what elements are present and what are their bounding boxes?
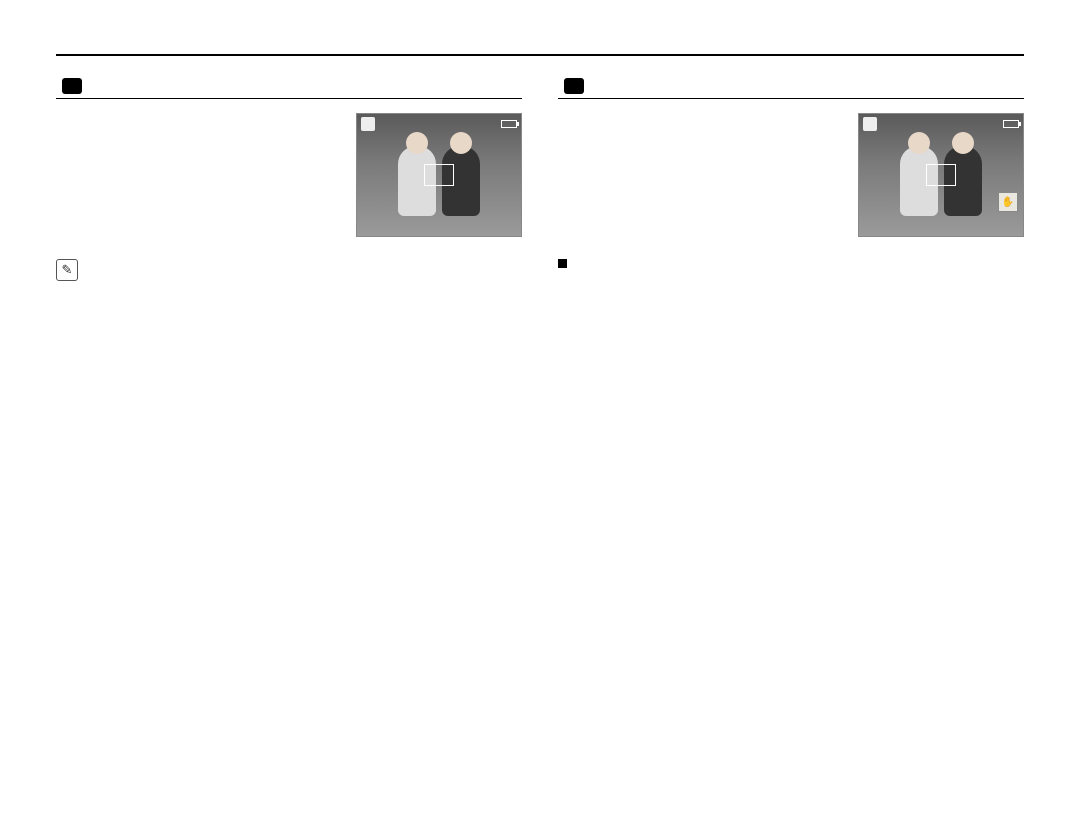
dis-mode-heading: [558, 78, 1024, 99]
program-thumbnail: [356, 113, 522, 237]
dis-attention: [558, 259, 1024, 268]
dis-steps-row: ✋: [558, 113, 1024, 237]
right-column: ✋: [558, 78, 1024, 289]
page-title: [56, 48, 1024, 56]
submenu-note: ✎: [56, 259, 522, 281]
note-icon: ✎: [56, 259, 78, 281]
square-bullet-icon: [558, 259, 567, 268]
dis-thumbnail: ✋: [858, 113, 1024, 237]
af-frame-icon: [424, 164, 454, 186]
af-frame-icon: [926, 164, 956, 186]
two-column-layout: ✎: [56, 78, 1024, 289]
dis-badge-icon: ✋: [998, 192, 1018, 212]
battery-icon: [1003, 120, 1019, 128]
dis-mode-icon: [564, 78, 584, 94]
program-mode-icon: [62, 78, 82, 94]
program-steps-row: [56, 113, 522, 237]
thumb-mode-icon: [863, 117, 877, 131]
program-steps: [56, 113, 346, 237]
battery-icon: [501, 120, 517, 128]
thumb-mode-icon: [361, 117, 375, 131]
dis-steps: [558, 113, 848, 237]
program-mode-heading: [56, 78, 522, 99]
left-column: ✎: [56, 78, 522, 289]
